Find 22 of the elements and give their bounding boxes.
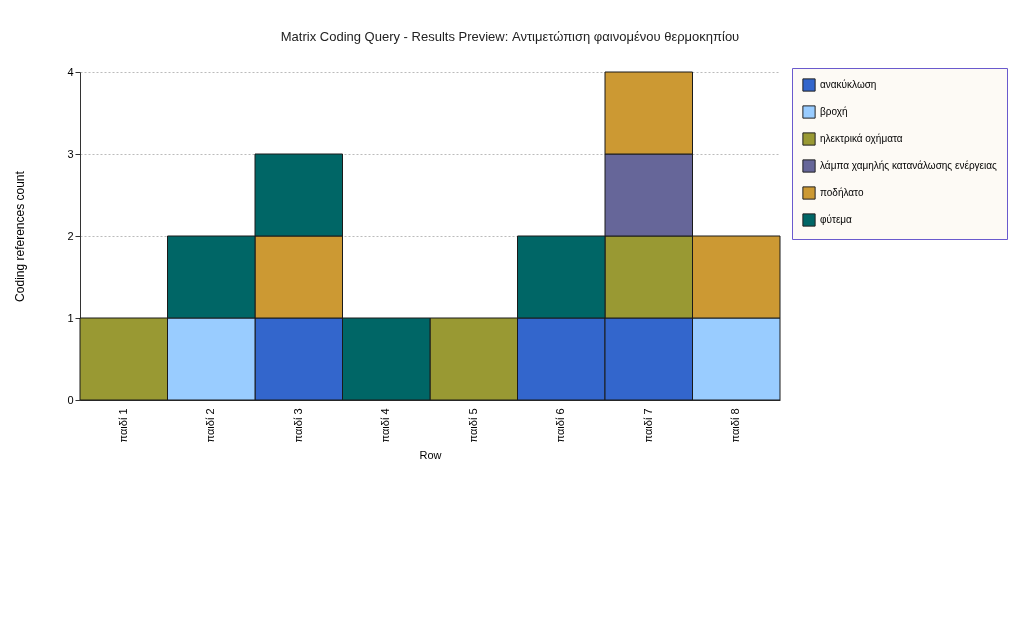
legend-label: ανακύκλωση — [820, 79, 877, 90]
y-tick-label: 0 — [67, 393, 74, 406]
y-axis-title: Coding references count — [13, 170, 28, 302]
x-tick-label: παιδί 1 — [116, 408, 129, 443]
legend-label: λάμπα χαμηλής κατανάλωσης ενέργειας — [820, 160, 998, 171]
x-tick-label: παιδί 6 — [554, 408, 567, 443]
legend-label: βροχή — [820, 106, 848, 117]
x-axis-title: Row — [419, 449, 442, 462]
y-tick-label: 1 — [67, 311, 74, 324]
y-tick-label: 3 — [67, 147, 74, 160]
legend-label: ποδήλατο — [820, 187, 864, 198]
x-tick-label: παιδί 8 — [729, 408, 742, 443]
x-tick-label: παιδί 5 — [466, 408, 479, 443]
x-tick-label: παιδί 4 — [379, 408, 392, 443]
y-tick-label: 2 — [67, 229, 74, 242]
x-tick-label: παιδί 7 — [641, 408, 654, 443]
chart-title: Matrix Coding Query - Results Preview: Αντιμετώπιση φαινομένου θερμοκηπίου — [280, 29, 740, 44]
y-tick-label: 4 — [67, 65, 74, 78]
x-tick-label: παιδί 2 — [204, 408, 217, 443]
legend-label: φύτεμα — [820, 214, 853, 225]
legend-label: ηλεκτρικά οχήματα — [820, 133, 903, 144]
x-tick-label: παιδί 3 — [291, 408, 304, 443]
